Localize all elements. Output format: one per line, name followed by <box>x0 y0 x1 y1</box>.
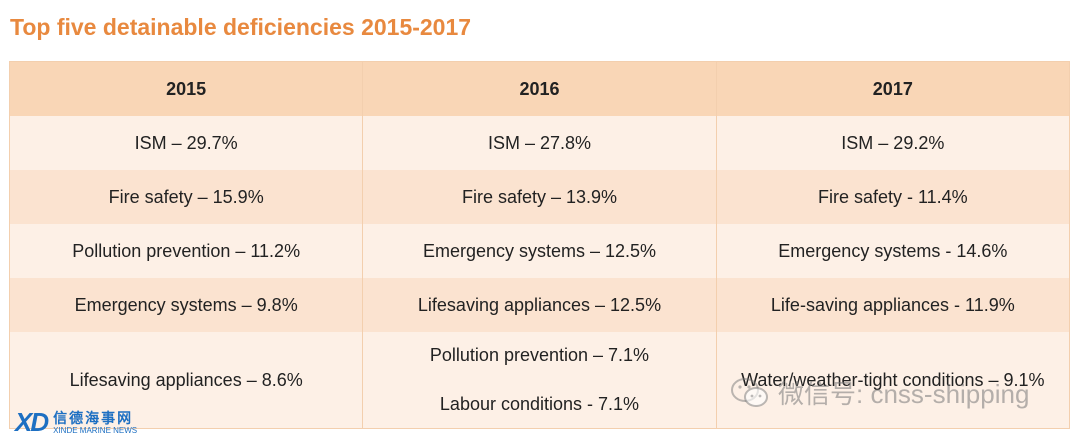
xinde-logo: XD 信德海事网 XINDE MARINE NEWS <box>15 407 137 438</box>
wechat-id-text: 微信号: cnss-shipping <box>778 379 1030 409</box>
page-title: Top five detainable deficiencies 2015-20… <box>10 14 472 40</box>
table-cell: ISM – 29.2% <box>715 116 1071 170</box>
table-row: Lifesaving appliances – 8.6% Pollution p… <box>8 332 1071 429</box>
header-2017: 2017 <box>715 61 1071 116</box>
table-cell: Water/weather-tight conditions – 9.1% <box>715 332 1071 429</box>
table-cell: Fire safety – 13.9% <box>362 170 717 224</box>
table-cell: Lifesaving appliances – 12.5% <box>362 278 717 332</box>
logo-name-cn: 信德海事网 <box>53 409 134 426</box>
table-cell: Emergency systems – 9.8% <box>8 278 364 332</box>
logo-name-en: XINDE MARINE NEWS <box>53 425 138 435</box>
table-cell: Life-saving appliances - 11.9% <box>715 278 1071 332</box>
table-row: Pollution prevention – 11.2% Emergency s… <box>8 224 1071 278</box>
table-cell: Pollution prevention – 11.2% <box>8 224 364 278</box>
table-cell: Emergency systems - 14.6% <box>715 224 1071 278</box>
table-row: Fire safety – 15.9% Fire safety – 13.9% … <box>8 170 1071 224</box>
wechat-watermark: 微信号: cnss-shipping <box>730 374 1029 411</box>
table-header-row: 2015 2016 2017 <box>8 61 1071 116</box>
deficiencies-table: 2015 2016 2017 ISM – 29.7% ISM – 27.8% I… <box>8 61 1071 429</box>
header-2016: 2016 <box>362 61 717 116</box>
table-cell-line: Pollution prevention – 7.1% <box>429 345 650 365</box>
header-2015: 2015 <box>8 61 364 116</box>
table-cell: Fire safety - 11.4% <box>715 170 1071 224</box>
table-cell: Fire safety – 15.9% <box>8 170 364 224</box>
wechat-icon <box>730 376 770 410</box>
table-cell: ISM – 27.8% <box>362 116 717 170</box>
table-cell: Lifesaving appliances – 8.6% <box>8 332 364 429</box>
table-cell-line: Labour conditions - 7.1% <box>439 394 640 414</box>
table-cell: Emergency systems – 12.5% <box>362 224 717 278</box>
table-cell: ISM – 29.7% <box>8 116 364 170</box>
table-cell-stacked: Pollution prevention – 7.1% Labour condi… <box>362 332 717 429</box>
table-row: ISM – 29.7% ISM – 27.8% ISM – 29.2% <box>8 116 1071 170</box>
table-row: Emergency systems – 9.8% Lifesaving appl… <box>8 278 1071 332</box>
logo-mark: XD <box>15 407 49 437</box>
